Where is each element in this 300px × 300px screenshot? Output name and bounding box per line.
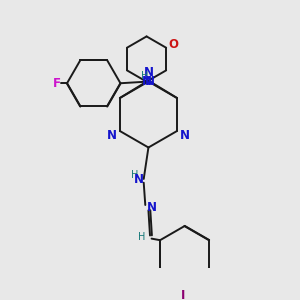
Text: N: N xyxy=(143,66,153,79)
Text: H: H xyxy=(141,71,148,81)
Text: H: H xyxy=(137,232,145,242)
Text: N: N xyxy=(180,129,190,142)
Text: N: N xyxy=(145,75,155,88)
Text: N: N xyxy=(134,173,144,186)
Text: I: I xyxy=(181,289,185,300)
Text: N: N xyxy=(107,129,117,142)
Text: N: N xyxy=(147,201,157,214)
Text: F: F xyxy=(53,77,61,90)
Text: O: O xyxy=(168,38,178,51)
Text: N: N xyxy=(142,75,152,88)
Text: H: H xyxy=(131,170,139,180)
